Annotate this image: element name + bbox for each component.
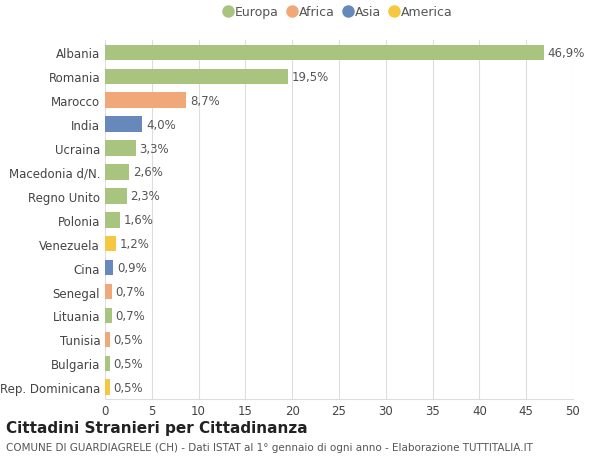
Bar xyxy=(105,308,112,324)
Bar xyxy=(105,93,187,109)
Bar xyxy=(105,69,287,85)
Bar xyxy=(105,260,113,276)
Bar xyxy=(105,380,110,395)
Text: 1,2%: 1,2% xyxy=(120,238,150,251)
Text: 0,5%: 0,5% xyxy=(113,333,143,346)
Text: 0,5%: 0,5% xyxy=(113,357,143,370)
Text: 46,9%: 46,9% xyxy=(548,47,585,60)
Text: 0,5%: 0,5% xyxy=(113,381,143,394)
Bar xyxy=(105,213,120,228)
Bar xyxy=(105,165,130,180)
Text: 0,7%: 0,7% xyxy=(115,285,145,298)
Text: 1,6%: 1,6% xyxy=(124,214,154,227)
Text: COMUNE DI GUARDIAGRELE (CH) - Dati ISTAT al 1° gennaio di ogni anno - Elaborazio: COMUNE DI GUARDIAGRELE (CH) - Dati ISTAT… xyxy=(6,442,533,452)
Bar xyxy=(105,236,116,252)
Text: 8,7%: 8,7% xyxy=(190,95,220,107)
Bar xyxy=(105,45,544,61)
Bar xyxy=(105,189,127,204)
Bar xyxy=(105,332,110,347)
Bar xyxy=(105,117,142,133)
Text: Cittadini Stranieri per Cittadinanza: Cittadini Stranieri per Cittadinanza xyxy=(6,420,308,435)
Bar xyxy=(105,284,112,300)
Bar xyxy=(105,356,110,371)
Text: 2,6%: 2,6% xyxy=(133,166,163,179)
Text: 4,0%: 4,0% xyxy=(146,118,176,131)
Text: 0,9%: 0,9% xyxy=(117,262,147,274)
Text: 19,5%: 19,5% xyxy=(291,71,329,84)
Text: 0,7%: 0,7% xyxy=(115,309,145,322)
Bar xyxy=(105,141,136,157)
Text: 2,3%: 2,3% xyxy=(130,190,160,203)
Text: 3,3%: 3,3% xyxy=(140,142,169,155)
Legend: Europa, Africa, Asia, America: Europa, Africa, Asia, America xyxy=(225,6,453,19)
